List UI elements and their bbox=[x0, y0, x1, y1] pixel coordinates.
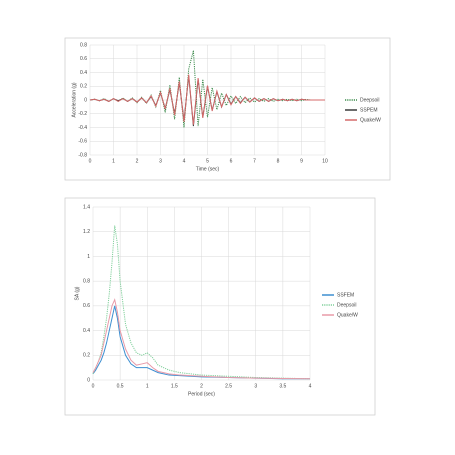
y-tick-label: 0.6 bbox=[83, 303, 90, 309]
y-tick-label: -0.4 bbox=[78, 125, 87, 131]
x-tick-label: 1 bbox=[146, 383, 149, 389]
y-tick-label: 0.8 bbox=[80, 42, 87, 48]
y-axis-label: Acceleration (g) bbox=[71, 82, 77, 117]
y-tick-label: -0.6 bbox=[78, 139, 87, 145]
x-tick-label: 9 bbox=[300, 158, 303, 164]
y-tick-label: 0 bbox=[87, 377, 90, 383]
x-tick-label: 2.5 bbox=[225, 383, 232, 389]
x-tick-label: 3 bbox=[159, 158, 162, 164]
y-tick-label: 0.2 bbox=[83, 353, 90, 359]
y-tick-label: 0 bbox=[84, 97, 87, 103]
y-tick-label: 1.2 bbox=[83, 229, 90, 235]
y-axis-label: SA (g) bbox=[74, 286, 80, 300]
legend-label: Deepsoil bbox=[360, 97, 379, 103]
x-tick-label: 4 bbox=[309, 383, 312, 389]
x-tick-label: 5 bbox=[206, 158, 209, 164]
y-tick-label: -0.8 bbox=[78, 152, 87, 158]
x-tick-label: 10 bbox=[322, 158, 328, 164]
x-tick-label: 6 bbox=[230, 158, 233, 164]
x-axis-label: Time (sec) bbox=[196, 166, 220, 172]
y-tick-label: 1 bbox=[87, 254, 90, 260]
x-tick-label: 4 bbox=[183, 158, 186, 164]
y-tick-label: 0.4 bbox=[83, 328, 90, 334]
y-tick-label: -0.2 bbox=[78, 111, 87, 117]
x-tick-label: 0 bbox=[92, 383, 95, 389]
y-tick-label: 0.6 bbox=[80, 56, 87, 62]
x-tick-label: 2 bbox=[136, 158, 139, 164]
legend-label: SSFEM bbox=[337, 292, 354, 298]
x-tick-label: 0 bbox=[89, 158, 92, 164]
y-tick-label: 1.4 bbox=[83, 204, 90, 210]
legend-label: Quake/W bbox=[337, 312, 358, 318]
x-tick-label: 7 bbox=[253, 158, 256, 164]
legend-label: SSPEM bbox=[360, 107, 378, 113]
legend-label: Quake/W bbox=[360, 117, 381, 123]
x-tick-label: 1 bbox=[112, 158, 115, 164]
series-line bbox=[92, 298, 311, 380]
series-line bbox=[92, 225, 311, 380]
y-tick-label: 0.8 bbox=[83, 278, 90, 284]
chart-frame bbox=[64, 37, 391, 181]
series-line bbox=[89, 74, 325, 125]
x-tick-label: 3.5 bbox=[279, 383, 286, 389]
x-tick-label: 0.5 bbox=[117, 383, 124, 389]
x-axis-label: Period (sec) bbox=[188, 391, 215, 397]
y-tick-label: 0.4 bbox=[80, 70, 87, 76]
x-tick-label: 2 bbox=[200, 383, 203, 389]
legend-label: Deepsoil bbox=[337, 302, 356, 308]
series-line bbox=[92, 305, 310, 380]
y-tick-label: 0.2 bbox=[80, 84, 87, 90]
x-tick-label: 3 bbox=[254, 383, 257, 389]
x-tick-label: 1.5 bbox=[171, 383, 178, 389]
x-tick-label: 8 bbox=[277, 158, 280, 164]
